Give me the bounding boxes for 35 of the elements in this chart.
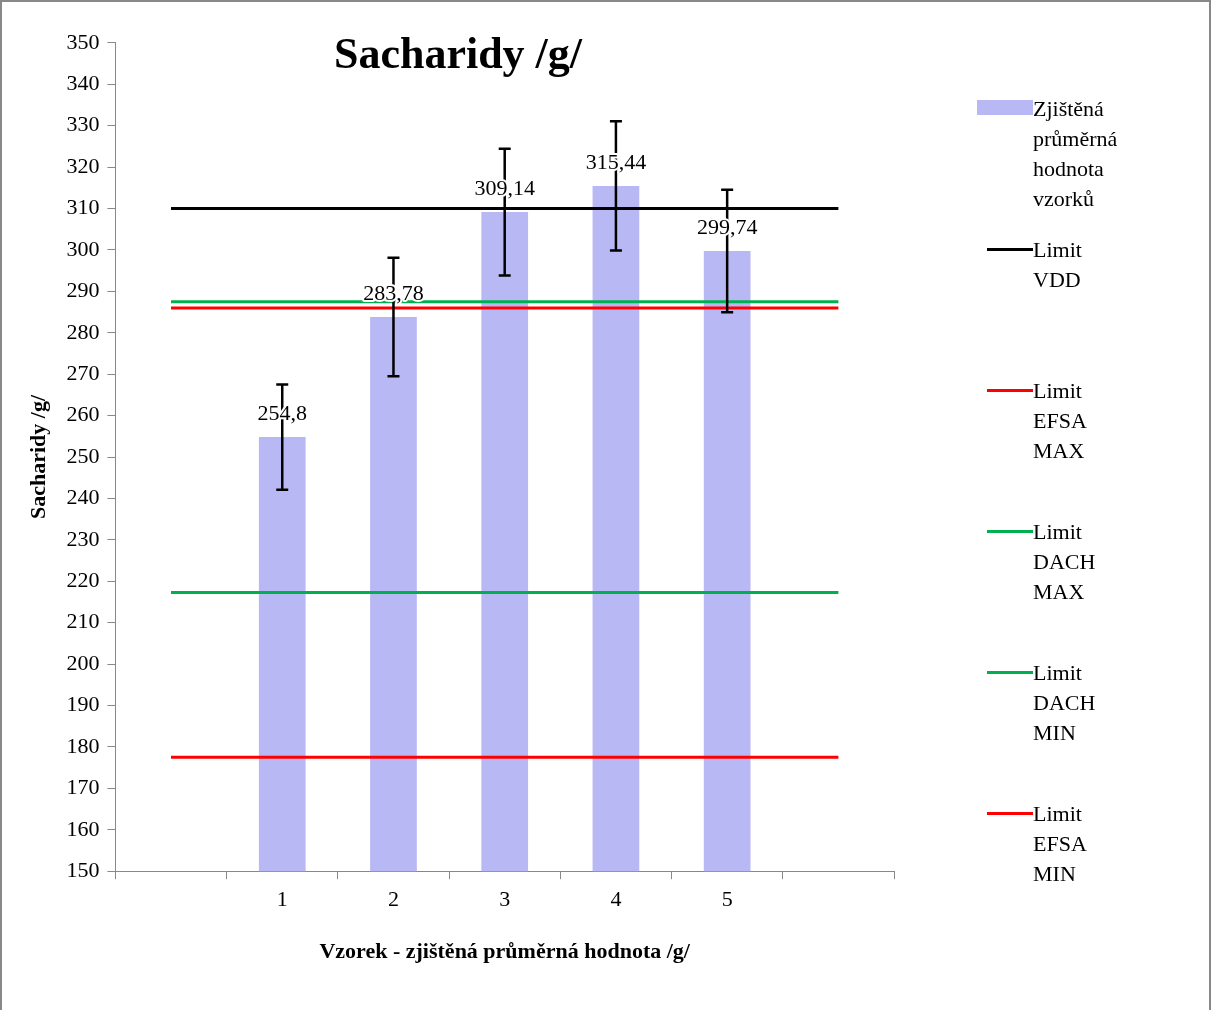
y-axis-title: Sacharidy /g/ bbox=[24, 394, 50, 520]
chart-title: Sacharidy /g/ bbox=[333, 28, 583, 78]
y-tick-label: 330 bbox=[66, 111, 100, 137]
legend-label: Zjištěná průměrná hodnota vzorků bbox=[1033, 95, 1118, 213]
y-tick-label: 280 bbox=[66, 318, 100, 344]
y-tick-label: 210 bbox=[66, 608, 100, 634]
x-tick-label: 5 bbox=[721, 886, 733, 912]
y-tick-label: 270 bbox=[66, 359, 100, 385]
y-tick-label: 240 bbox=[66, 484, 100, 510]
y-tick-label: 300 bbox=[66, 235, 100, 261]
y-tick-label: 290 bbox=[66, 277, 100, 303]
legend-label: Limit DACH MIN bbox=[1033, 659, 1097, 747]
legend-label: Limit EFSA MIN bbox=[1033, 800, 1088, 888]
x-tick-label: 3 bbox=[499, 886, 511, 912]
y-tick-label: 200 bbox=[66, 649, 100, 675]
y-tick-label: 220 bbox=[66, 567, 100, 593]
y-tick-label: 160 bbox=[66, 815, 100, 841]
y-tick-label: 150 bbox=[66, 856, 100, 882]
legend-label: Limit DACH MAX bbox=[1033, 518, 1097, 606]
y-tick-label: 320 bbox=[66, 152, 100, 178]
y-tick-label: 250 bbox=[66, 442, 100, 468]
y-tick-label: 260 bbox=[66, 401, 100, 427]
y-tick-label: 310 bbox=[66, 194, 100, 220]
y-tick-label: 350 bbox=[66, 28, 100, 54]
legend-label: Limit VDD bbox=[1033, 236, 1083, 294]
x-tick-label: 2 bbox=[387, 886, 399, 912]
x-tick-label: 1 bbox=[276, 886, 288, 912]
y-tick-label: 340 bbox=[66, 70, 100, 95]
x-axis-title: Vzorek - zjištěná průměrná hodnota /g/ bbox=[319, 938, 691, 964]
x-tick-label: 4 bbox=[610, 886, 622, 912]
legend-label: Limit EFSA MAX bbox=[1033, 377, 1088, 465]
y-tick-label: 230 bbox=[66, 525, 100, 551]
y-tick-label: 190 bbox=[66, 691, 100, 717]
y-tick-label: 180 bbox=[66, 732, 100, 758]
y-tick-label: 170 bbox=[66, 774, 100, 800]
